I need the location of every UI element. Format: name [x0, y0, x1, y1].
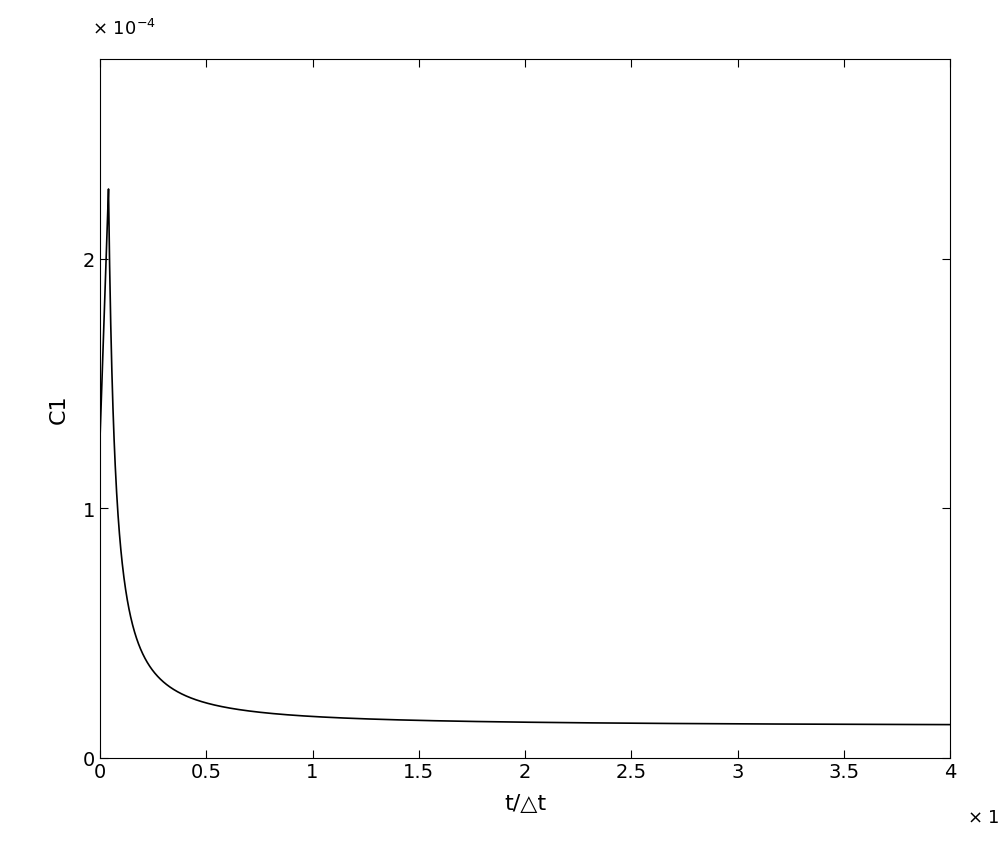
Text: $\times\ 10^{6}$: $\times\ 10^{6}$ [967, 807, 1000, 827]
X-axis label: t/△t: t/△t [504, 793, 546, 813]
Y-axis label: C1: C1 [49, 394, 69, 424]
Text: $\times\ 10^{-4}$: $\times\ 10^{-4}$ [92, 19, 155, 40]
